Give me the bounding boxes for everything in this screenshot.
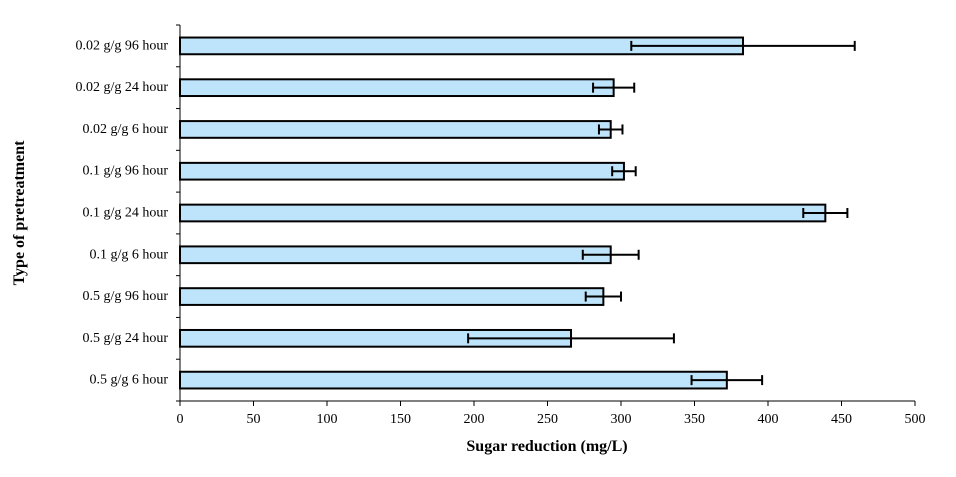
x-tick-label: 50 [247, 412, 261, 427]
bar [179, 287, 605, 306]
x-tick-label: 350 [684, 412, 705, 427]
y-tick-label: 0.1 g/g 24 hour [82, 206, 168, 221]
y-tick-label: 0.5 g/g 96 hour [82, 289, 168, 304]
bars-layer [179, 36, 827, 390]
x-tick-label: 100 [317, 412, 338, 427]
x-tick-label: 200 [464, 412, 485, 427]
bar [179, 203, 827, 223]
y-ticks-layer: 0.5 g/g 6 hour 0.5 g/g 24 hour 0.5 g/g 96 … [75, 24, 180, 402]
bar [179, 120, 612, 139]
x-ticks-layer: 0 50 100 150 200 250 300 350 400 450 500 [177, 401, 926, 427]
y-tick-label: 0.5 g/g 24 hour [82, 331, 168, 346]
x-tick-label: 400 [758, 412, 779, 427]
y-tick-label: 0.1 g/g 96 hour [82, 164, 168, 179]
bar [179, 161, 625, 181]
x-tick-label: 150 [390, 412, 411, 427]
y-axis-title: Type of pretreatment [11, 140, 28, 286]
x-tick-label: 0 [177, 412, 184, 427]
y-tick-label: 0.1 g/g 6 hour [89, 247, 168, 262]
bar [179, 245, 612, 265]
x-tick-label: 300 [611, 412, 632, 427]
y-tick-label: 0.02 g/g 24 hour [75, 80, 168, 95]
x-tick-label: 250 [537, 412, 558, 427]
y-tick-label: 0.02 g/g 96 hour [75, 38, 168, 53]
x-tick-label: 500 [905, 412, 926, 427]
y-tick-label: 0.02 g/g 6 hour [82, 122, 168, 137]
bar [179, 370, 728, 390]
x-tick-label: 450 [831, 412, 852, 427]
x-axis-title: Sugar reduction (mg/L) [466, 438, 627, 455]
error-bars-layer [467, 40, 856, 386]
bar [179, 78, 615, 98]
y-tick-label: 0.5 g/g 6 hour [89, 373, 168, 388]
